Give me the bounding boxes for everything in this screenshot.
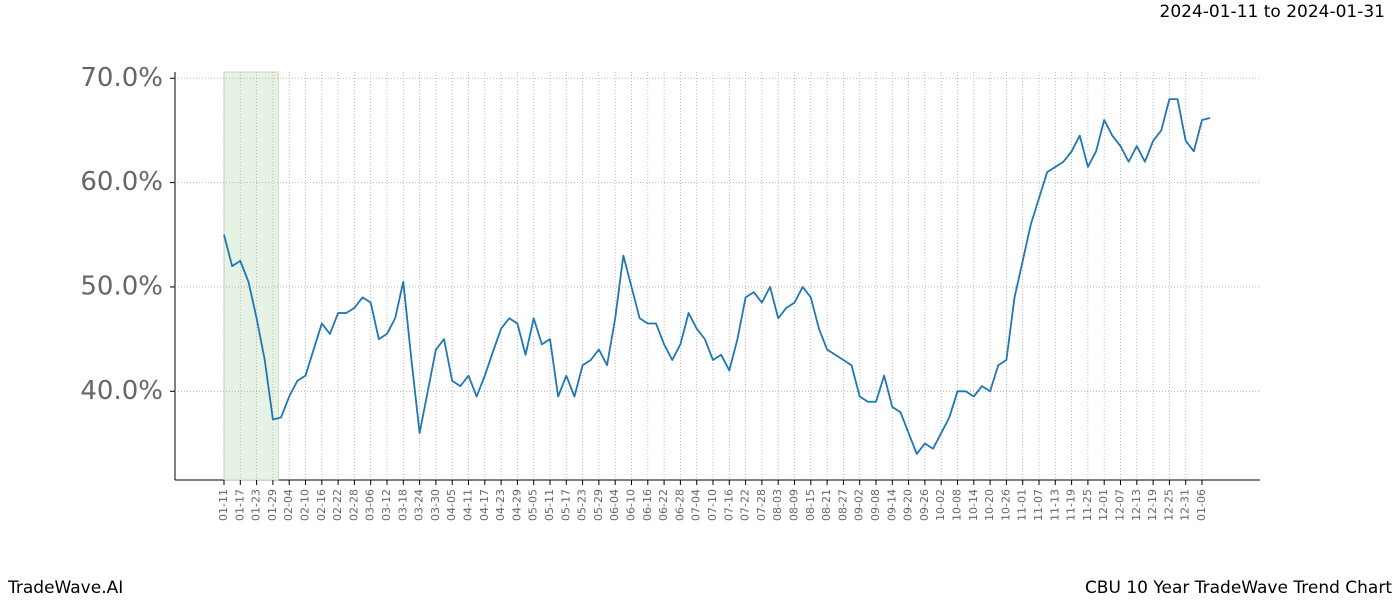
x-tick-label: 02-22 xyxy=(331,489,344,521)
x-tick-label: 06-10 xyxy=(625,489,638,521)
x-tick-label: 07-22 xyxy=(739,489,752,521)
x-tick-label: 01-29 xyxy=(266,489,279,521)
x-tick-label: 12-25 xyxy=(1162,489,1175,521)
x-tick-label: 05-11 xyxy=(543,489,556,521)
x-tick-label: 03-18 xyxy=(396,489,409,521)
x-tick-label: 06-04 xyxy=(608,489,621,521)
trend-line xyxy=(223,98,1211,455)
y-tick-label: 40.0% xyxy=(80,376,163,406)
y-tick-label: 60.0% xyxy=(80,167,163,197)
brand: TradeWave.AI xyxy=(7,578,123,598)
x-tick-label: 12-19 xyxy=(1146,489,1159,521)
x-tick-label: 11-01 xyxy=(1016,489,1029,521)
x-tick-label: 08-15 xyxy=(804,489,817,521)
highlight-band xyxy=(223,71,279,481)
x-tick-label: 12-07 xyxy=(1114,489,1127,521)
x-tick-label: 10-08 xyxy=(951,489,964,521)
x-tick-label: 07-10 xyxy=(706,489,719,521)
x-tick-label: 12-01 xyxy=(1097,489,1110,521)
x-tick-label: 09-20 xyxy=(902,489,915,521)
x-tick-label: 11-07 xyxy=(1032,489,1045,521)
x-tick-label: 10-20 xyxy=(983,489,996,521)
x-tick-label: 05-05 xyxy=(527,489,540,521)
x-tick-label: 01-17 xyxy=(233,489,246,521)
x-tick-label: 11-19 xyxy=(1065,489,1078,521)
x-tick-label: 12-13 xyxy=(1130,489,1143,521)
x-tick-label: 06-22 xyxy=(657,489,670,521)
x-tick-label: 01-11 xyxy=(217,489,230,521)
y-tick-label: 70.0% xyxy=(80,63,163,93)
x-tick-label: 08-03 xyxy=(771,489,784,521)
x-tick-label: 01-06 xyxy=(1195,489,1208,521)
x-tick-label: 01-23 xyxy=(250,489,263,521)
x-tick-label: 09-14 xyxy=(885,489,898,521)
x-tick-label: 02-28 xyxy=(347,489,360,521)
x-tick-label: 03-30 xyxy=(429,489,442,521)
x-tick-label: 05-23 xyxy=(576,489,589,521)
x-tick-label: 12-31 xyxy=(1179,489,1192,521)
x-tick-label: 09-02 xyxy=(853,489,866,521)
x-tick-label: 06-28 xyxy=(673,489,686,521)
x-tick-label: 05-17 xyxy=(559,489,572,521)
x-tick-label: 08-27 xyxy=(836,489,849,521)
x-tick-label: 11-25 xyxy=(1081,489,1094,521)
x-tick-label: 02-10 xyxy=(299,489,312,521)
x-tick-label: 02-04 xyxy=(282,489,295,521)
x-tick-label: 07-04 xyxy=(690,489,703,521)
x-tick-label: 09-08 xyxy=(869,489,882,521)
x-tick-label: 10-14 xyxy=(967,489,980,521)
x-tick-label: 09-26 xyxy=(918,489,931,521)
x-tick-label: 02-16 xyxy=(315,489,328,521)
x-tick-label: 10-26 xyxy=(999,489,1012,521)
x-tick-label: 07-28 xyxy=(755,489,768,521)
x-tick-label: 06-16 xyxy=(641,489,654,521)
x-tick-label: 05-29 xyxy=(592,489,605,521)
x-tick-label: 03-06 xyxy=(364,489,377,521)
x-tick-label: 04-11 xyxy=(462,489,475,521)
x-tick-label: 04-05 xyxy=(445,489,458,521)
y-tick-label: 50.0% xyxy=(80,271,163,301)
chart-subtitle: 2024-01-11 to 2024-01-31 xyxy=(1160,2,1385,22)
x-tick-label: 10-02 xyxy=(934,489,947,521)
x-tick-label: 08-21 xyxy=(820,489,833,521)
chart-title: CBU 10 Year TradeWave Trend Chart xyxy=(1085,578,1392,598)
x-tick-label: 03-12 xyxy=(380,489,393,521)
x-tick-label: 04-29 xyxy=(510,489,523,521)
x-tick-label: 04-17 xyxy=(478,489,491,521)
x-tick-label: 04-23 xyxy=(494,489,507,521)
x-tick-label: 11-13 xyxy=(1048,489,1061,521)
x-tick-label: 03-24 xyxy=(413,489,426,521)
x-tick-label: 08-09 xyxy=(788,489,801,521)
x-tick-label: 07-16 xyxy=(722,489,735,521)
